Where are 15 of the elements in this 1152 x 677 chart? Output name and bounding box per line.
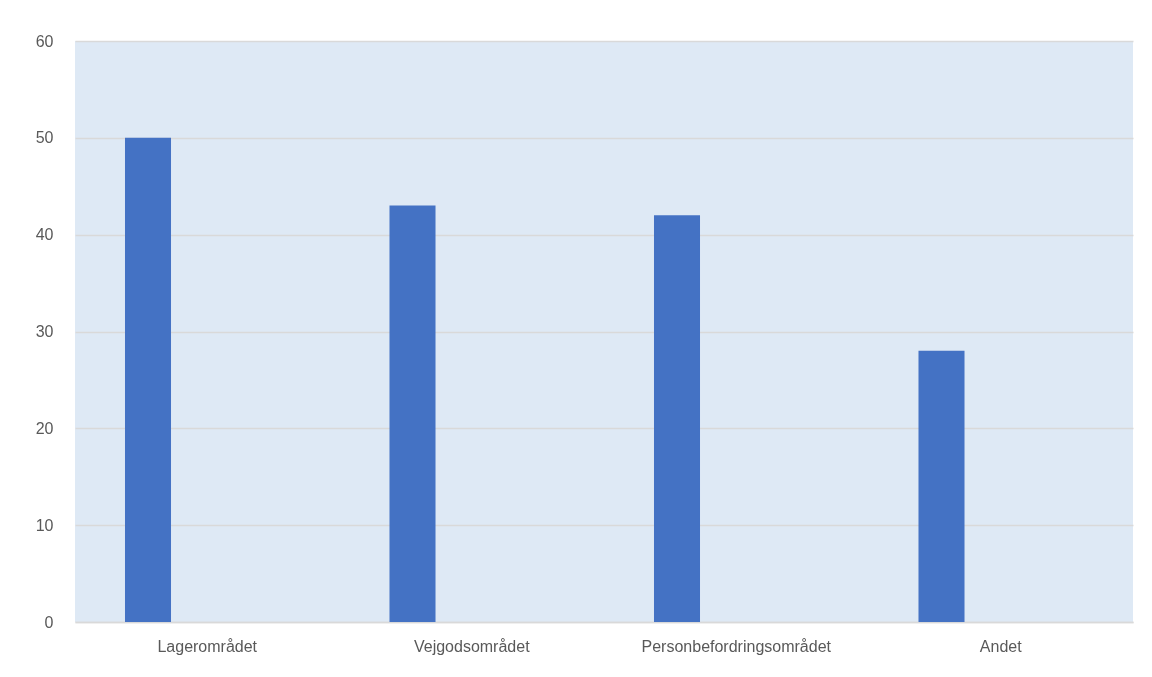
x-tick-label: Lagerområdet [157, 637, 258, 655]
y-tick-label: 20 [35, 419, 54, 437]
y-tick-label: 50 [35, 129, 54, 147]
bar [124, 137, 172, 622]
bar [918, 350, 965, 622]
y-tick-label: 40 [35, 226, 54, 244]
y-tick-label: 60 [35, 32, 54, 50]
bar [389, 205, 436, 622]
y-tick-label: 30 [35, 323, 54, 340]
x-tick-label: Personbefordringsområdet [641, 637, 832, 655]
bar [653, 215, 701, 622]
x-tick-label: Andet [979, 637, 1023, 655]
y-tick-label: 0 [44, 613, 54, 631]
y-tick-label: 10 [35, 516, 54, 534]
x-tick-label: Vejgodsområdet [413, 637, 531, 655]
